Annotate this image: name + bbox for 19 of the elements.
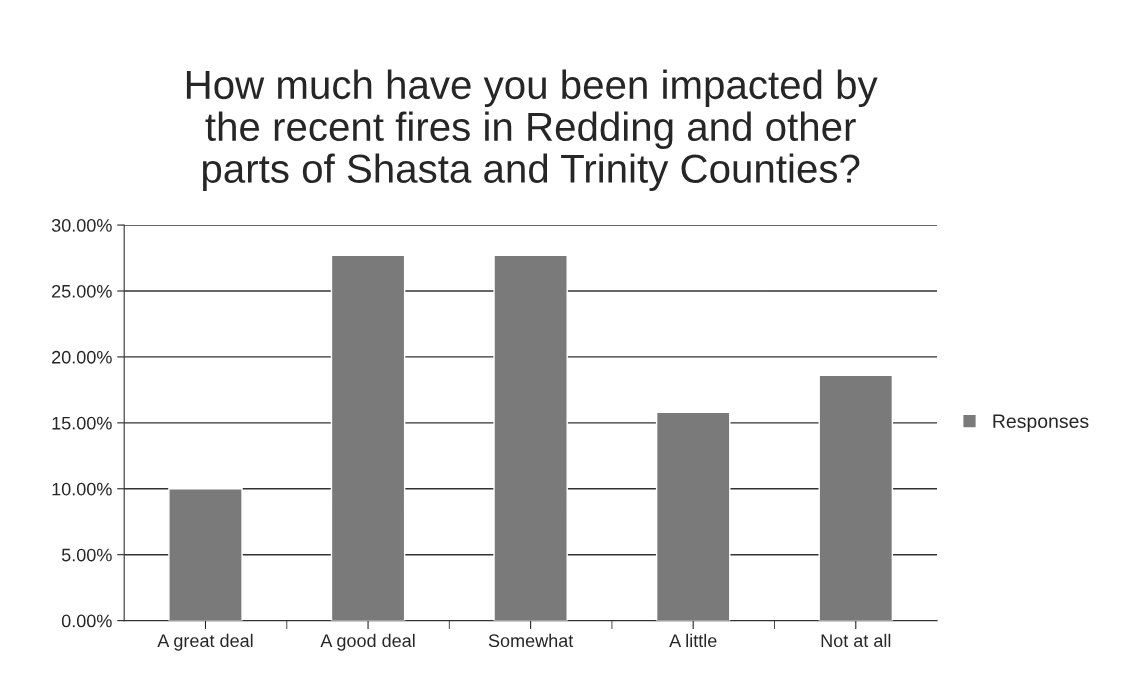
bar xyxy=(655,411,731,621)
y-tick-label: 10.00% xyxy=(52,482,112,496)
y-tick-label: 15.00% xyxy=(52,416,112,430)
chart-title: How much have you been impacted by the recent fires in Redding and other parts of Shasta and Trinity Counties? xyxy=(186,69,878,191)
bar xyxy=(493,254,568,621)
bar xyxy=(330,254,406,621)
x-tick-label: A great deal xyxy=(157,633,253,651)
bar xyxy=(168,488,243,621)
x-tick-label: A little xyxy=(669,633,717,648)
y-tick-label: 20.00% xyxy=(52,350,112,364)
y-tick-label: 5.00% xyxy=(61,548,112,562)
y-tick-label: 0.00% xyxy=(61,614,112,628)
y-tick-label: 25.00% xyxy=(52,284,112,298)
x-tick-label: Somewhat xyxy=(488,633,574,648)
bar xyxy=(818,374,894,621)
y-tick-label: 30.00% xyxy=(51,218,112,232)
x-tick-label: Not at all xyxy=(821,633,891,648)
x-tick-label: A good deal xyxy=(320,633,415,651)
legend-label: Responses xyxy=(993,414,1089,432)
